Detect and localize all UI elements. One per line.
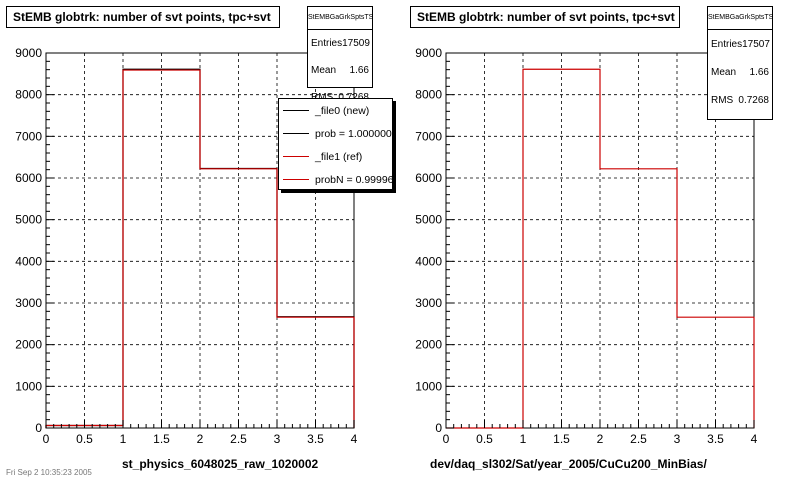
x-tick-label: 1: [520, 432, 527, 446]
x-tick-label: 4: [351, 432, 358, 446]
left-stats-entries: Entries 17509: [308, 30, 372, 57]
stats-value: 17507: [742, 38, 770, 50]
x-tick-label: 1.5: [153, 432, 170, 446]
stats-label: Entries: [711, 38, 743, 50]
x-tick-label: 0: [443, 432, 450, 446]
y-tick-label: 1000: [415, 379, 442, 393]
y-tick-label: 6000: [415, 171, 442, 185]
right-stats-box: StEMBGaGrkSptsTS Entries 17507 Mean 1.66…: [707, 6, 773, 120]
left-x-axis-label: st_physics_6048025_raw_1020002: [122, 457, 319, 471]
legend-line-black: [283, 133, 309, 134]
legend-text: _file0 (new): [315, 104, 370, 117]
x-tick-label: 0: [43, 432, 50, 446]
plot-left: 0 0.5 1 1.5 2 2.5 3 3.5 4 0 1000 2000 3000 4000 5000 60…: [15, 46, 357, 446]
x-tick-label: 2: [597, 432, 604, 446]
legend-line-black: [283, 110, 309, 111]
legend-text: _file1 (ref): [315, 150, 363, 163]
legend-entry-prob: prob = 1.000000: [279, 122, 392, 145]
y-tick-label: 2000: [15, 338, 42, 352]
y-tick-label: 8000: [15, 88, 42, 102]
y-tick-label: 1000: [15, 379, 42, 393]
right-stats-rms: RMS 0.7268: [708, 86, 772, 114]
y-tick-label: 0: [35, 421, 42, 435]
stats-value: 1.66: [349, 65, 369, 76]
right-x-axis-label: dev/daq_sl302/Sat/year_2005/CuCu200_MinB…: [430, 457, 707, 471]
y-tick-label: 9000: [415, 46, 442, 60]
x-tick-label: 0.5: [76, 432, 93, 446]
left-stats-box: StEMBGaGrkSptsTS Entries 17509 Mean 1.66…: [307, 6, 373, 103]
left-stats-title: StEMBGaGrkSptsTS: [308, 7, 372, 30]
x-tick-label: 4: [751, 432, 758, 446]
x-tick-label: 2.5: [630, 432, 647, 446]
x-tick-label: 3.5: [707, 432, 724, 446]
stats-value: 0.7268: [738, 94, 769, 106]
right-stats-entries: Entries 17507: [708, 30, 772, 58]
y-tick-label: 6000: [15, 171, 42, 185]
legend-text: prob = 1.000000: [315, 127, 392, 140]
stats-label: RMS: [711, 94, 734, 106]
x-tick-label: 1.5: [553, 432, 570, 446]
x-tick-label: 3: [274, 432, 281, 446]
legend-entry-file0: _file0 (new): [279, 99, 392, 122]
left-title: StEMB globtrk: number of svt points, tpc…: [6, 6, 280, 28]
x-tick-label: 3: [674, 432, 681, 446]
x-tick-label: 0.5: [476, 432, 493, 446]
legend-line-red: [283, 156, 309, 157]
left-legend: _file0 (new) prob = 1.000000 _file1 (ref…: [278, 98, 393, 190]
stats-value: 17509: [342, 38, 370, 49]
plot-right: 0 0.5 1 1.5 2 2.5 3 3.5 4 0 1000 2000 3000 4000 5000 60…: [415, 46, 757, 446]
y-tick-label: 2000: [415, 338, 442, 352]
y-tick-label: 3000: [15, 296, 42, 310]
legend-text: probN = 0.999966: [315, 173, 393, 186]
y-tick-label: 4000: [15, 254, 42, 268]
y-tick-label: 9000: [15, 46, 42, 60]
left-stats-mean: Mean 1.66: [308, 57, 372, 84]
stats-label: Entries: [311, 38, 343, 49]
stats-label: Mean: [311, 65, 337, 76]
y-tick-label: 7000: [415, 129, 442, 143]
y-tick-label: 8000: [415, 88, 442, 102]
right-stats-mean: Mean 1.66: [708, 58, 772, 86]
legend-entry-file1: _file1 (ref): [279, 145, 392, 168]
y-tick-label: 5000: [415, 213, 442, 227]
date-stamp: Fri Sep 2 10:35:23 2005: [6, 468, 92, 477]
right-title: StEMB globtrk: number of svt points, tpc…: [410, 6, 680, 28]
stats-label: RMS: [311, 92, 333, 103]
y-tick-label: 7000: [15, 129, 42, 143]
y-tick-label: 4000: [415, 254, 442, 268]
legend-line-red: [283, 179, 309, 180]
x-tick-label: 1: [120, 432, 127, 446]
x-tick-label: 2: [197, 432, 204, 446]
y-tick-label: 0: [435, 421, 442, 435]
histogram-series-0: [446, 68, 755, 429]
y-tick-label: 5000: [15, 213, 42, 227]
stats-label: Mean: [711, 66, 737, 78]
stats-value: 0.7268: [338, 92, 369, 103]
x-tick-label: 2.5: [230, 432, 247, 446]
y-tick-label: 3000: [415, 296, 442, 310]
right-stats-title: StEMBGaGrkSptsTS: [708, 7, 772, 30]
x-tick-label: 3.5: [307, 432, 324, 446]
legend-entry-probn: probN = 0.999966: [279, 168, 393, 189]
stats-value: 1.66: [749, 66, 769, 78]
left-stats-rms: RMS 0.7268: [308, 84, 372, 111]
